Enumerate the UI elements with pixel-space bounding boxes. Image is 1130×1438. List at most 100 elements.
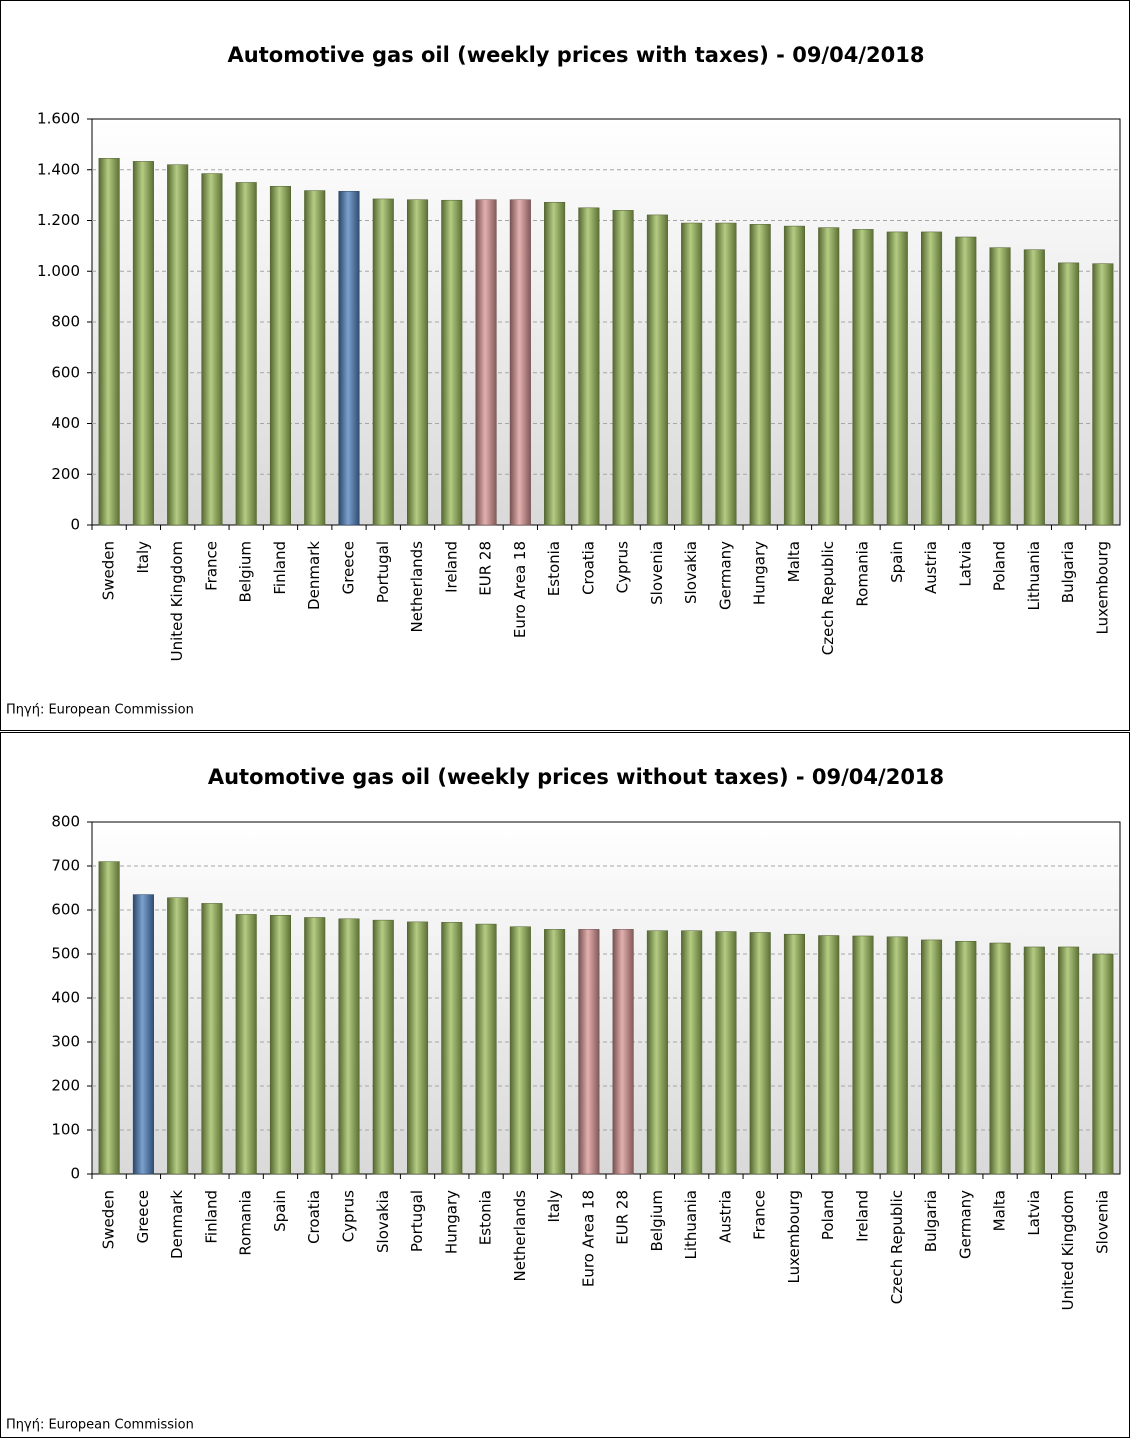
x-tick-label: Germany (956, 1190, 974, 1259)
bar (338, 191, 360, 526)
x-tick-label: Bulgaria (1059, 541, 1077, 603)
x-tick-label: Spain (271, 1190, 289, 1232)
x-tick-label: Estonia (477, 1190, 495, 1245)
bar (475, 199, 497, 526)
bar (681, 930, 703, 1175)
x-tick-label: Romania (854, 541, 872, 607)
bar (646, 930, 668, 1175)
x-tick-label: France (751, 1190, 769, 1240)
bar (304, 917, 326, 1175)
bar (578, 207, 600, 526)
x-tick-label: Slovenia (648, 541, 666, 605)
bar (852, 935, 874, 1175)
bar (407, 199, 429, 526)
bar (1092, 263, 1114, 526)
bar (989, 247, 1011, 526)
bar (1023, 946, 1045, 1175)
bar (612, 929, 634, 1175)
x-tick-label: Euro Area 18 (511, 541, 529, 638)
bar (1023, 249, 1045, 526)
x-tick-label: Czech Republic (888, 1190, 906, 1304)
y-tick-label: 500 (51, 945, 80, 963)
bar (749, 932, 771, 1175)
chart: Automotive gas oil (weekly prices withou… (0, 732, 1130, 1438)
x-tick-label: Cyprus (340, 1190, 358, 1243)
y-tick-label: 0 (70, 1165, 80, 1183)
bar (921, 231, 943, 526)
x-tick-label: Lithuania (682, 1190, 700, 1259)
y-tick-label: 1.000 (37, 262, 80, 280)
x-tick-label: Croatia (305, 1190, 323, 1244)
y-tick-label: 100 (51, 1121, 80, 1139)
x-tick-label: France (202, 541, 220, 591)
chart: Automotive gas oil (weekly prices with t… (0, 0, 1130, 731)
x-tick-label: Hungary (442, 1190, 460, 1254)
bar (372, 919, 394, 1175)
bar (1092, 953, 1114, 1175)
bar (646, 214, 668, 526)
y-tick-label: 200 (51, 1077, 80, 1095)
y-tick-label: 1.600 (37, 110, 80, 128)
x-tick-label: Netherlands (408, 541, 426, 633)
y-tick-label: 600 (51, 363, 80, 381)
x-tick-label: Cyprus (614, 541, 632, 594)
x-tick-label: Latvia (1025, 1190, 1043, 1236)
x-tick-label: Germany (716, 541, 734, 610)
bar (167, 897, 189, 1175)
bar (132, 894, 154, 1175)
x-tick-label: Hungary (751, 541, 769, 605)
bar (578, 929, 600, 1175)
x-tick-label: Austria (716, 1190, 734, 1243)
x-tick-label: Sweden (100, 1190, 118, 1249)
y-tick-label: 0 (70, 516, 80, 534)
x-tick-label: Estonia (545, 541, 563, 596)
bar (955, 236, 977, 526)
bar (269, 915, 291, 1175)
x-tick-label: Greece (340, 541, 358, 594)
x-tick-label: Ireland (854, 1190, 872, 1242)
bar (886, 231, 908, 526)
bar (818, 935, 840, 1175)
bar (235, 182, 257, 526)
x-tick-label: Spain (888, 541, 906, 583)
x-tick-label: Poland (991, 541, 1009, 591)
bar (989, 942, 1011, 1175)
y-tick-label: 800 (51, 313, 80, 331)
x-tick-label: Lithuania (1025, 541, 1043, 610)
bar (372, 198, 394, 526)
x-tick-label: Belgium (648, 1190, 666, 1252)
x-tick-label: Croatia (579, 541, 597, 595)
x-tick-label: Luxembourg (1093, 541, 1111, 635)
bar (749, 224, 771, 526)
y-tick-label: 800 (51, 813, 80, 831)
bar (132, 161, 154, 526)
x-tick-label: Poland (819, 1190, 837, 1240)
y-tick-label: 300 (51, 1033, 80, 1051)
y-tick-label: 400 (51, 989, 80, 1007)
bar (98, 158, 120, 526)
x-tick-label: Slovakia (682, 541, 700, 604)
x-tick-label: Latvia (956, 541, 974, 587)
x-tick-label: Ireland (442, 541, 460, 593)
bar (201, 903, 223, 1175)
x-tick-label: United Kingdom (1059, 1190, 1077, 1310)
bar (886, 936, 908, 1175)
x-tick-label: Finland (271, 541, 289, 595)
bar (441, 922, 463, 1175)
chart-title: Automotive gas oil (weekly prices with t… (228, 43, 925, 67)
x-tick-label: United Kingdom (168, 541, 186, 661)
bar (1058, 262, 1080, 526)
bar (544, 201, 566, 526)
bar (235, 914, 257, 1175)
bar (1058, 946, 1080, 1175)
x-tick-label: Belgium (237, 541, 255, 603)
bar (818, 227, 840, 526)
bar (544, 929, 566, 1175)
x-tick-label: Austria (922, 541, 940, 594)
x-tick-label: EUR 28 (614, 1190, 632, 1245)
x-tick-label: Slovakia (374, 1190, 392, 1253)
source: Πηγή: European Commission (6, 703, 194, 718)
x-tick-label: Czech Republic (819, 541, 837, 655)
x-tick-label: Greece (134, 1190, 152, 1243)
